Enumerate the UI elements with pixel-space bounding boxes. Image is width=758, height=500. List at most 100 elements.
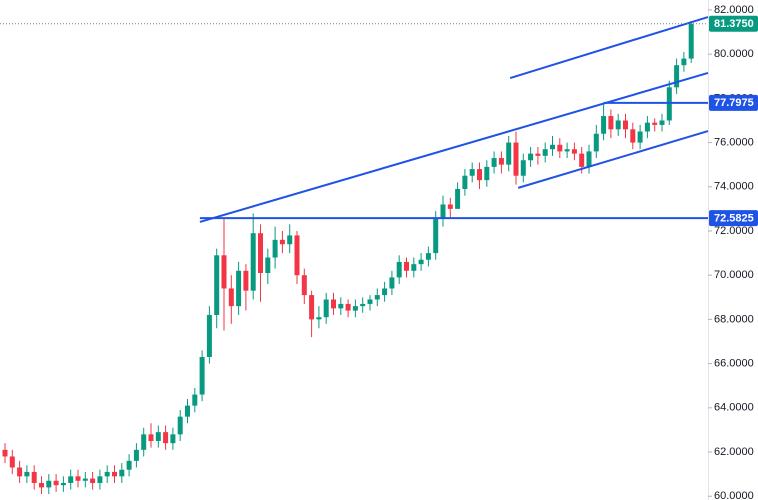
candle-body [659, 120, 665, 125]
candle-body [104, 471, 110, 477]
candle-body [133, 449, 139, 461]
price-label-box [709, 15, 758, 32]
candle-body [462, 175, 468, 189]
candle-body [681, 58, 687, 66]
trend-line [509, 16, 709, 79]
candle-body [469, 169, 475, 176]
trend-line [199, 71, 709, 223]
candle-body [550, 144, 555, 150]
candle-body [53, 480, 59, 486]
candle-body [279, 239, 285, 245]
candle-body [17, 467, 23, 477]
candle-body [199, 356, 205, 395]
candle-body [528, 153, 534, 161]
candle-body [644, 122, 650, 132]
candle-body [557, 144, 563, 152]
candle-body [608, 116, 614, 130]
candle-body [440, 204, 446, 218]
candle-body [571, 149, 577, 154]
candle-body [309, 295, 315, 320]
candle-body [250, 233, 256, 291]
candle-body [389, 277, 395, 289]
y-tick-label: 68.0000 [714, 313, 754, 325]
candle-body [623, 120, 628, 130]
candle-body [411, 264, 417, 271]
candle-body [542, 149, 548, 156]
candle-body [75, 476, 81, 481]
candle-body [352, 306, 358, 311]
candle-body [506, 142, 512, 165]
candle-body [564, 149, 570, 152]
candle-body [148, 434, 154, 441]
candle-body [155, 432, 161, 441]
candle-body [316, 317, 322, 320]
candle-body [236, 270, 242, 307]
candle-body [265, 257, 271, 273]
candle-body [206, 314, 212, 357]
y-tick-label: 80.0000 [714, 48, 754, 60]
candle-body [455, 188, 461, 209]
candle-body [520, 160, 526, 176]
candle-body [382, 288, 388, 296]
candle-body [9, 456, 15, 468]
candle-body [192, 394, 198, 406]
candle-body [374, 295, 380, 300]
candle-body [243, 270, 249, 291]
price-label: 81.3750 [714, 18, 754, 30]
candle-body [170, 434, 176, 444]
candle-body [177, 416, 183, 435]
candle-body [221, 255, 227, 289]
candle-body [447, 204, 453, 209]
candle-body [513, 142, 519, 176]
candle-body [39, 482, 44, 488]
candle-body [593, 133, 599, 152]
candle-body [477, 169, 482, 181]
candle-body [185, 405, 190, 417]
candle-body [294, 235, 300, 276]
candle-body [535, 153, 541, 156]
candle-body [688, 23, 694, 59]
candle-body [498, 158, 504, 165]
candle-body [163, 432, 169, 444]
candle-body [418, 259, 424, 265]
candle-body [367, 299, 373, 304]
candle-body [301, 275, 307, 296]
y-tick-label: 64.0000 [714, 402, 754, 414]
y-tick-label: 70.0000 [714, 269, 754, 281]
candle-body [652, 122, 658, 125]
candle-body [666, 87, 672, 121]
y-tick-label: 66.0000 [714, 358, 754, 370]
y-tick-label: 60.0000 [714, 490, 754, 500]
y-tick-label: 72.0000 [714, 225, 754, 237]
candle-body [338, 303, 344, 309]
price-label-box [709, 210, 758, 227]
candle-body [579, 153, 585, 167]
candle-body [126, 460, 132, 470]
candle-body [615, 120, 621, 130]
candle-body [396, 261, 402, 278]
candle-body [586, 151, 592, 167]
candle-body [68, 476, 74, 483]
y-tick-label: 74.0000 [714, 181, 754, 193]
candle-body [674, 65, 680, 88]
y-tick-label: 62.0000 [714, 446, 754, 458]
candle-body [214, 255, 220, 315]
candle-body [345, 303, 351, 311]
candle-body [272, 239, 278, 258]
candle-body [119, 469, 125, 477]
candle-body [2, 449, 8, 457]
candle-body [637, 131, 643, 143]
candle-body [360, 303, 366, 307]
candle-body [433, 217, 439, 254]
candle-body [82, 478, 88, 481]
candle-body [484, 166, 490, 181]
price-label-box [709, 94, 758, 111]
candle-body [97, 476, 103, 483]
price-label: 77.7975 [714, 97, 754, 109]
candle-body [287, 235, 293, 245]
candle-body [60, 482, 66, 486]
candle-body [323, 299, 329, 318]
y-tick-label: 82.0000 [714, 4, 754, 16]
candle-body [90, 478, 96, 483]
candle-body [258, 233, 263, 273]
